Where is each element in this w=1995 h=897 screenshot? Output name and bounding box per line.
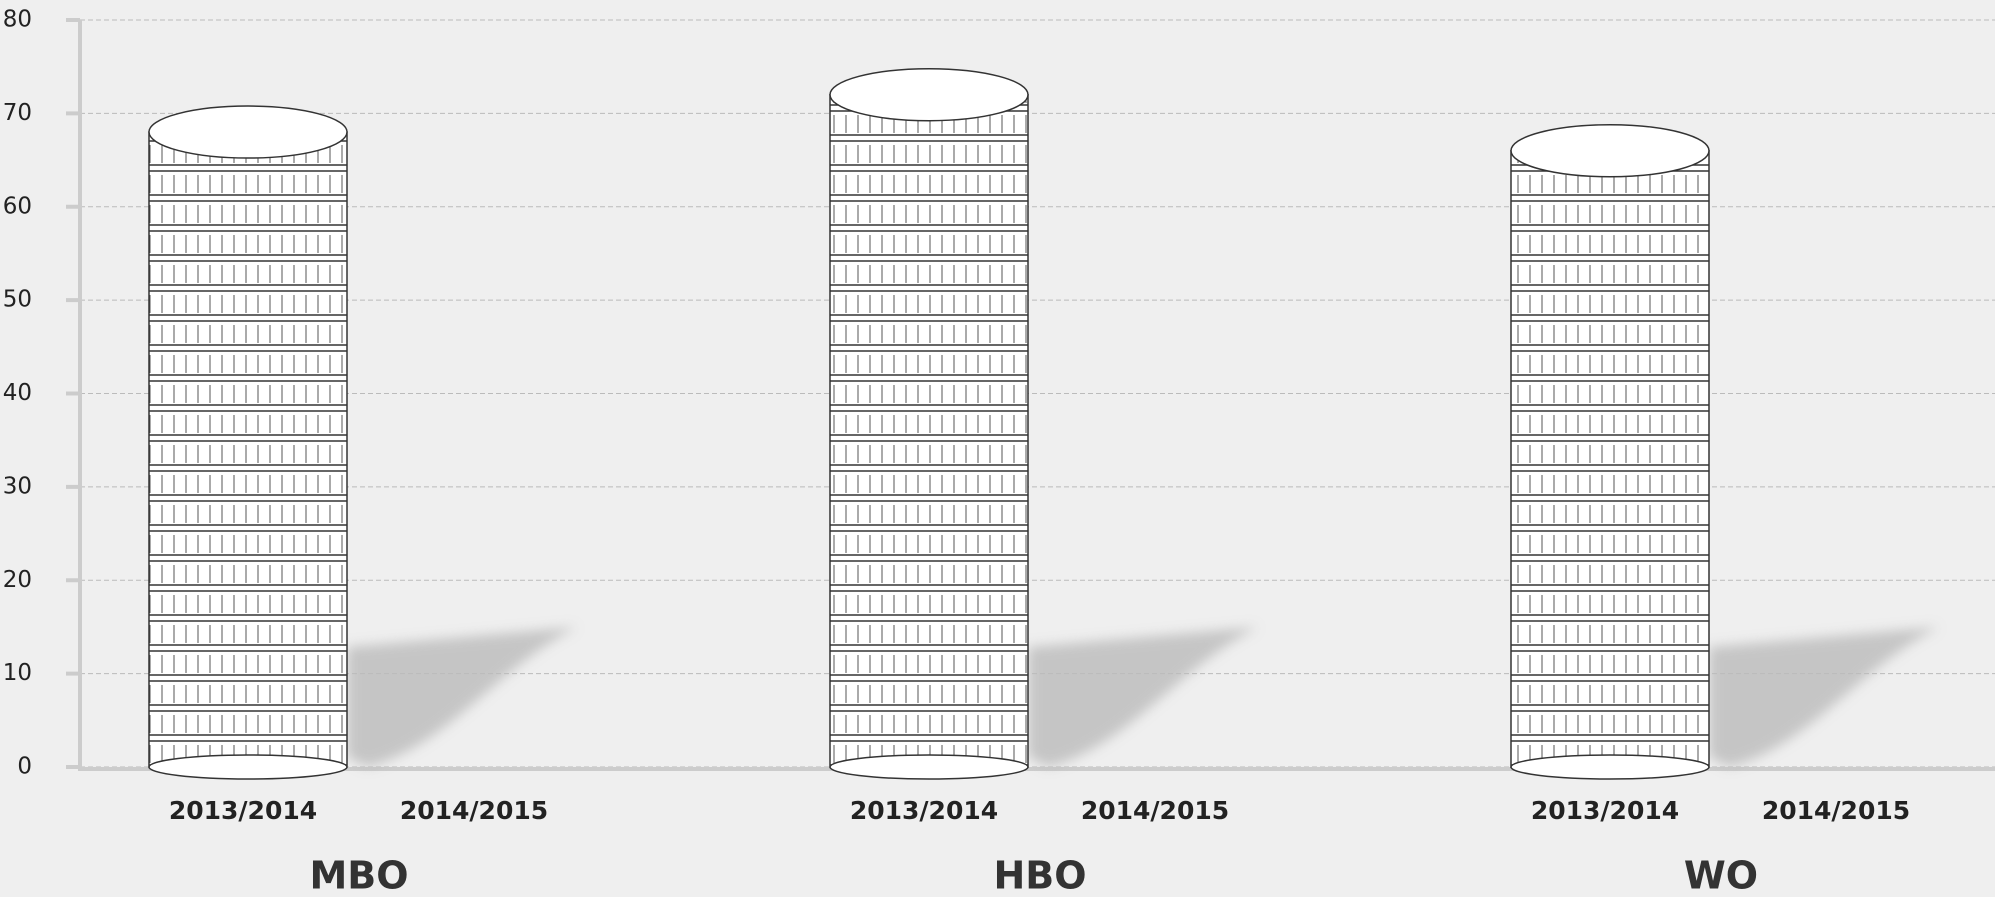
bar: [148, 131, 348, 768]
bar-bottom: [1510, 754, 1710, 780]
y-tick-label: 60: [3, 193, 32, 219]
bar-top: [148, 105, 348, 159]
y-tick-label: 70: [3, 100, 32, 126]
shadow: [1709, 627, 1939, 767]
y-tick-label: 40: [3, 380, 32, 406]
shadow: [1028, 627, 1258, 767]
x-tick-label: 2014/2015: [1081, 796, 1229, 825]
bar-bottom: [829, 754, 1029, 780]
x-tick-label: 2014/2015: [400, 796, 548, 825]
y-tick-label: 30: [3, 473, 32, 499]
x-tick-label: 2013/2014: [1531, 796, 1679, 825]
bar: [829, 93, 1029, 768]
y-tick-label: 80: [3, 7, 32, 33]
shadow: [347, 627, 577, 767]
group-label: HBO: [993, 854, 1086, 897]
group-label: WO: [1684, 854, 1758, 897]
y-tick-label: 10: [3, 660, 32, 686]
y-tick-label: 0: [17, 754, 32, 780]
x-tick-label: 2013/2014: [850, 796, 998, 825]
x-tick-label: 2013/2014: [169, 796, 317, 825]
x-tick-label: 2014/2015: [1762, 796, 1910, 825]
group-label: MBO: [309, 854, 408, 897]
y-tick-label: 50: [3, 287, 32, 313]
bar-bottom: [148, 754, 348, 780]
y-tick-label: 20: [3, 567, 32, 593]
bar-top: [829, 67, 1029, 122]
bar: [1510, 149, 1710, 768]
bar-top: [1510, 123, 1710, 178]
